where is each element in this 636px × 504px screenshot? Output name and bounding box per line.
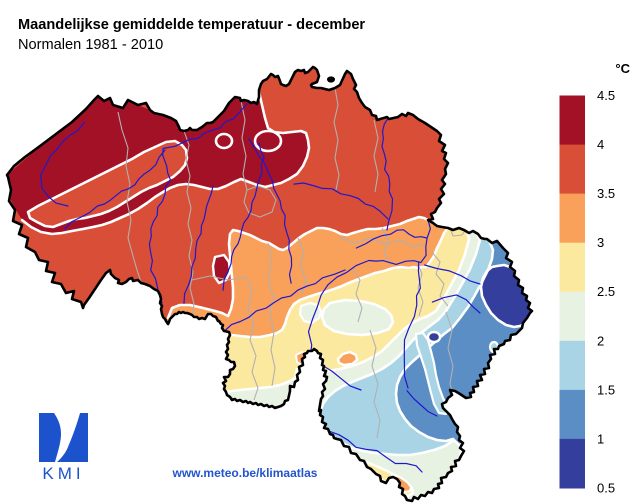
- svg-text:4.5: 4.5: [597, 88, 615, 103]
- svg-text:4: 4: [597, 137, 604, 152]
- svg-text:www.meteo.be/klimaatlas: www.meteo.be/klimaatlas: [172, 466, 318, 480]
- svg-text:3: 3: [597, 235, 604, 250]
- svg-text:1: 1: [597, 431, 604, 446]
- svg-text:0.5: 0.5: [597, 481, 615, 496]
- svg-text:KMI: KMI: [42, 464, 84, 483]
- svg-text:2: 2: [597, 333, 604, 348]
- svg-text:1.5: 1.5: [597, 382, 615, 397]
- svg-text:2.5: 2.5: [597, 284, 615, 299]
- svg-text:3.5: 3.5: [597, 186, 615, 201]
- svg-text:°C: °C: [615, 61, 630, 76]
